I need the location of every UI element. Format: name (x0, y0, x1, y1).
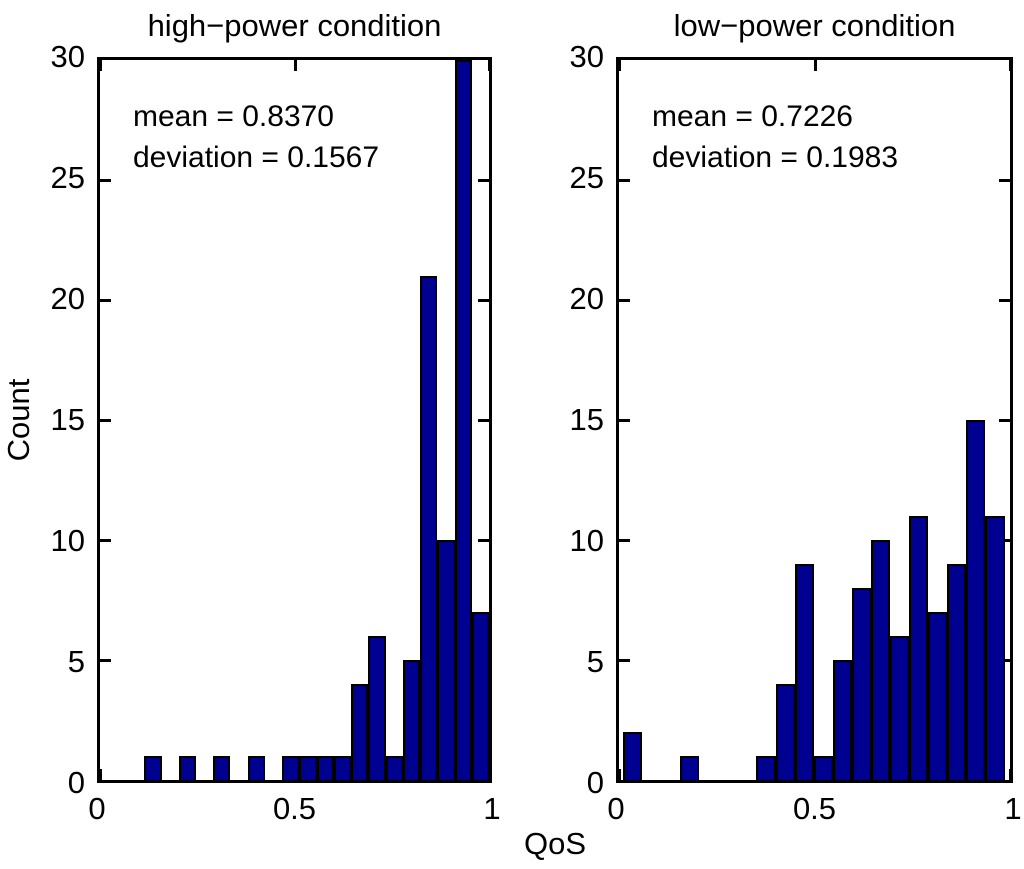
left-plot-title: high−power condition (147, 8, 442, 43)
histogram-bar (213, 756, 231, 780)
y-tick-label: 10 (569, 523, 604, 558)
y-tick-label: 5 (67, 644, 85, 679)
y-tick-mark (999, 178, 1010, 182)
y-tick-label: 5 (586, 644, 604, 679)
y-tick-mark (100, 178, 111, 182)
y-tick-mark (478, 538, 489, 542)
left-plot-axes: mean = 0.8370 deviation = 0.1567 (97, 57, 492, 783)
histogram-bar (947, 564, 967, 780)
right-mean-text: mean = 0.7226 (652, 100, 853, 133)
y-tick-mark (619, 659, 630, 662)
x-tick-label: 1 (483, 791, 501, 826)
left-plot-annotation: mean = 0.8370 deviation = 0.1567 (133, 96, 379, 178)
x-tick-mark (1009, 60, 1012, 71)
x-tick-label: 0.5 (792, 791, 837, 826)
x-axis-label: QoS (523, 826, 587, 861)
histogram-bar (680, 756, 700, 780)
x-tick-mark (618, 60, 621, 71)
histogram-bar (813, 756, 833, 780)
histogram-bar (437, 540, 455, 780)
x-tick-mark (99, 60, 102, 71)
y-tick-mark (999, 298, 1010, 302)
histogram-bar (316, 756, 334, 780)
y-tick-mark (619, 178, 630, 182)
histogram-bar (756, 756, 776, 780)
right-plot-title: low−power condition (673, 8, 956, 43)
histogram-bar (333, 756, 352, 780)
y-tick-label: 0 (67, 765, 85, 800)
x-tick-label: 0 (88, 791, 106, 826)
histogram-bar (928, 612, 948, 780)
histogram-bar (966, 420, 986, 780)
x-tick-mark (488, 769, 491, 780)
histogram-bar (794, 564, 814, 780)
histogram-bar (890, 636, 910, 780)
histogram-bar (351, 684, 369, 780)
right-plot-annotation: mean = 0.7226 deviation = 0.1983 (652, 96, 898, 178)
y-tick-mark (100, 538, 111, 542)
x-tick-label: 0.5 (272, 791, 317, 826)
y-tick-mark (619, 298, 630, 302)
y-tick-mark (478, 298, 489, 302)
right-plot-axes: mean = 0.7226 deviation = 0.1983 (616, 57, 1013, 783)
histogram-bar (402, 660, 421, 780)
y-tick-mark (619, 538, 630, 542)
histogram-bar (368, 636, 386, 780)
x-tick-mark (293, 60, 297, 71)
histogram-bar (385, 756, 403, 780)
y-tick-label: 0 (586, 765, 604, 800)
y-tick-mark (478, 419, 489, 422)
histogram-bar (144, 756, 162, 780)
left-mean-text: mean = 0.8370 (133, 100, 334, 133)
x-tick-label: 1 (1004, 791, 1022, 826)
x-tick-mark (813, 60, 817, 71)
y-tick-label: 10 (50, 523, 85, 558)
x-tick-mark (99, 769, 102, 780)
x-tick-label: 0 (607, 791, 625, 826)
right-deviation-text: deviation = 0.1983 (652, 141, 899, 174)
histogram-bar (775, 684, 795, 780)
histogram-bar (851, 588, 871, 780)
x-tick-mark (618, 769, 621, 780)
y-tick-label: 25 (569, 160, 604, 195)
histogram-bar (299, 756, 317, 780)
y-tick-mark (100, 419, 111, 422)
histogram-bar (622, 732, 642, 780)
y-tick-label: 30 (569, 39, 604, 74)
x-tick-mark (1009, 769, 1012, 780)
histogram-bar (420, 276, 438, 780)
histogram-bar (247, 756, 265, 780)
histogram-bar (832, 660, 852, 780)
y-tick-label: 20 (50, 281, 85, 316)
histogram-bar (471, 612, 489, 780)
y-tick-mark (619, 419, 630, 422)
histogram-bar (454, 60, 472, 780)
histogram-bar (985, 516, 1005, 780)
histogram-bar (178, 756, 197, 780)
y-tick-label: 20 (569, 281, 604, 316)
x-tick-mark (488, 60, 491, 71)
y-tick-mark (100, 659, 111, 662)
y-tick-label: 25 (50, 160, 85, 195)
y-tick-mark (999, 419, 1010, 422)
histogram-bar (282, 756, 300, 780)
y-tick-mark (100, 298, 111, 302)
y-tick-mark (478, 178, 489, 182)
y-tick-label: 30 (50, 39, 85, 74)
y-tick-label: 15 (50, 402, 85, 437)
left-deviation-text: deviation = 0.1567 (133, 141, 380, 174)
histogram-bar (870, 540, 891, 780)
y-tick-label: 15 (569, 402, 604, 437)
histogram-bar (909, 516, 929, 780)
